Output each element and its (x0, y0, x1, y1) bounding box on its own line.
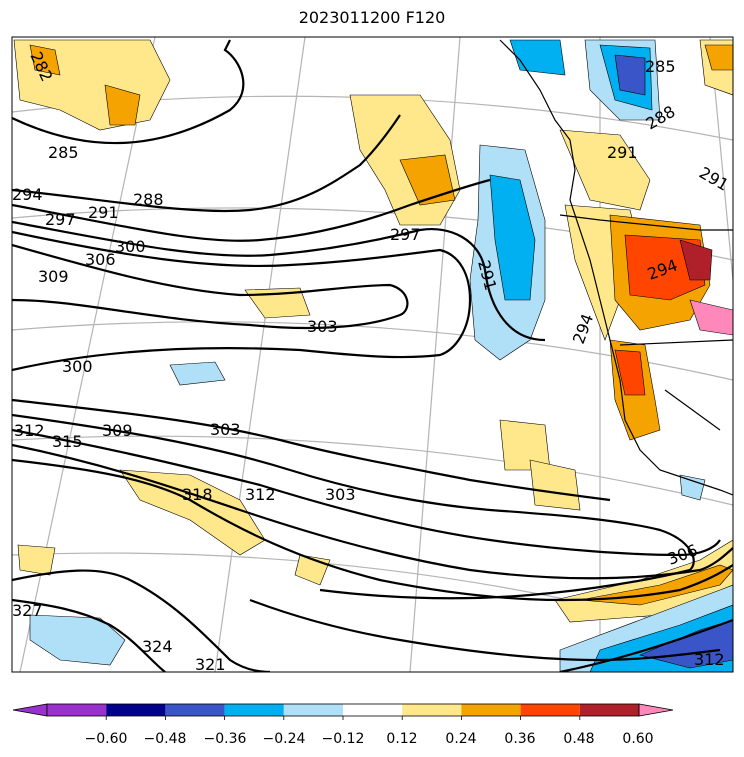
colorbar-segment (106, 704, 166, 716)
contour-label: 303 (210, 420, 241, 439)
colorbar-segment (165, 704, 225, 716)
shading-negative (29, 39, 733, 672)
contour-label: 297 (45, 210, 76, 229)
colorbar-tick-label: 0.24 (445, 731, 476, 747)
colorbar-boxes (12, 703, 674, 720)
contour-label: 309 (38, 267, 69, 286)
contour-label: 291 (607, 143, 638, 162)
contour-label: 309 (102, 421, 133, 440)
colorbar-segment (343, 704, 403, 716)
colorbar-segment (520, 704, 580, 716)
plot-title: 2023011200 F120 (298, 8, 446, 27)
colorbar-extend-min (12, 703, 48, 717)
contour-label: 297 (390, 225, 421, 244)
contour-label: 312 (14, 421, 45, 440)
contour-label: 303 (307, 317, 338, 336)
colorbar-segment (224, 704, 284, 716)
colorbar-tick-label: 0.60 (622, 731, 653, 747)
contour-label: 306 (85, 250, 116, 269)
colorbar-segment (283, 704, 343, 716)
contour-label: 300 (115, 237, 146, 256)
contour-label: 288 (133, 190, 164, 209)
contour-label: 327 (12, 601, 43, 620)
contour-label: 321 (195, 655, 226, 674)
colorbar-frame (46, 703, 640, 717)
colorbar-tick-label: −0.60 (85, 731, 128, 747)
map-frame (11, 36, 734, 673)
colorbar-segment (47, 704, 107, 716)
coastlines (499, 39, 733, 496)
colorbar-tick-label: −0.48 (144, 731, 187, 747)
colorbar-segment (402, 704, 462, 716)
height-contours (12, 39, 733, 672)
colorbar-segment (579, 704, 639, 716)
shading-positive (13, 39, 733, 623)
contour-label: 285 (48, 143, 79, 162)
colorbar-tick-label: −0.36 (204, 731, 247, 747)
contour-label: 315 (52, 432, 83, 451)
colorbar-segment (461, 704, 521, 716)
colorbar-tick-label: −0.12 (322, 731, 365, 747)
contour-label: 300 (62, 357, 93, 376)
contour-label: 285 (645, 57, 676, 76)
contour-label: 312 (694, 650, 725, 669)
colorbar-extend-max (638, 703, 674, 717)
contour-label: 318 (182, 485, 213, 504)
contour-label: 303 (325, 485, 356, 504)
contour-label: 294 (12, 185, 43, 204)
colorbar-tick-label: −0.24 (263, 731, 306, 747)
contour-label: 291 (88, 203, 119, 222)
contour-label-group: 282 285 285 288 288 291 291 291 291 294 … (12, 49, 732, 674)
colorbar-tick-label: 0.12 (386, 731, 417, 747)
map-panel: 282 285 285 288 288 291 291 291 291 294 … (11, 36, 734, 674)
colorbar-tick-label: 0.48 (563, 731, 594, 747)
contour-label: 324 (142, 637, 173, 656)
contour-label: 312 (245, 485, 276, 504)
colorbar-tick-label: 0.36 (504, 731, 535, 747)
